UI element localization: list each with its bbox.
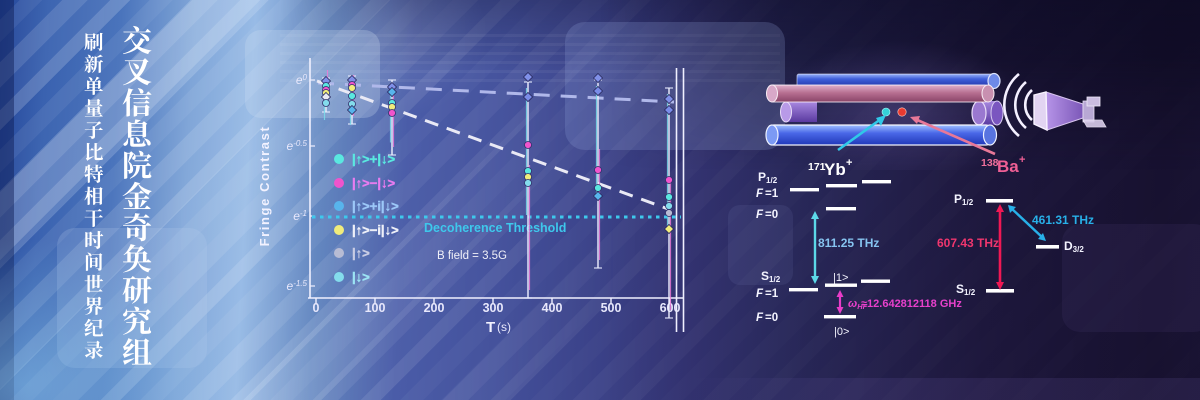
- svg-text:|1>: |1>: [833, 272, 848, 284]
- svg-text:F: F: [756, 288, 764, 300]
- svg-text:+: +: [846, 157, 852, 169]
- svg-text:100: 100: [365, 301, 386, 315]
- svg-text:Decoherence Threshold: Decoherence Threshold: [424, 221, 566, 235]
- svg-text:D3/2: D3/2: [1064, 239, 1084, 254]
- svg-text:=1: =1: [765, 288, 779, 300]
- svg-text:ωHF: ωHF: [848, 298, 868, 311]
- svg-text:|↑>: |↑>: [352, 246, 370, 261]
- svg-text:461.31 THz: 461.31 THz: [1032, 213, 1094, 227]
- svg-text:|↑>−|↓>: |↑>−|↓>: [352, 176, 395, 191]
- svg-text:S1/2: S1/2: [761, 269, 781, 284]
- svg-text:|↑>+i|↓>: |↑>+i|↓>: [352, 199, 399, 214]
- svg-text:F: F: [756, 188, 764, 200]
- svg-text:P1/2: P1/2: [954, 192, 974, 207]
- svg-text:500: 500: [601, 301, 622, 315]
- svg-text:F: F: [756, 209, 764, 221]
- svg-text:400: 400: [542, 301, 563, 315]
- svg-text:e-1: e-1: [293, 209, 307, 224]
- svg-text:P1/2: P1/2: [758, 170, 778, 185]
- svg-text:+: +: [1019, 154, 1025, 166]
- svg-text:300: 300: [483, 301, 504, 315]
- svg-text:|↓>: |↓>: [352, 270, 370, 285]
- svg-text:811.25 THz: 811.25 THz: [818, 236, 879, 250]
- svg-text:=0: =0: [765, 209, 778, 221]
- svg-text:|↑>−i|↓>: |↑>−i|↓>: [352, 223, 399, 238]
- svg-text:607.43 THz: 607.43 THz: [937, 236, 999, 250]
- svg-text:=0: =0: [765, 312, 778, 324]
- svg-text:e0: e0: [296, 73, 308, 88]
- svg-text:(s): (s): [497, 320, 511, 334]
- svg-text:171: 171: [808, 161, 826, 173]
- svg-text:0: 0: [313, 301, 320, 315]
- svg-text:≈12.642812118 GHz: ≈12.642812118 GHz: [861, 298, 962, 310]
- svg-text:e-1.5: e-1.5: [287, 279, 308, 294]
- svg-text:Yb: Yb: [824, 160, 846, 179]
- svg-text:e-0.5: e-0.5: [287, 139, 308, 154]
- svg-text:|0>: |0>: [834, 326, 849, 338]
- svg-text:T: T: [486, 319, 495, 336]
- svg-text:Fringe Contrast: Fringe Contrast: [257, 126, 272, 247]
- svg-text:S1/2: S1/2: [956, 282, 976, 297]
- svg-text:F: F: [756, 312, 764, 324]
- svg-text:Ba: Ba: [997, 157, 1019, 176]
- svg-text:B field = 3.5G: B field = 3.5G: [437, 250, 507, 262]
- svg-text:138: 138: [981, 157, 999, 169]
- svg-text:200: 200: [424, 301, 445, 315]
- svg-text:|↑>+|↓>: |↑>+|↓>: [352, 152, 395, 167]
- svg-text:=1: =1: [765, 188, 779, 200]
